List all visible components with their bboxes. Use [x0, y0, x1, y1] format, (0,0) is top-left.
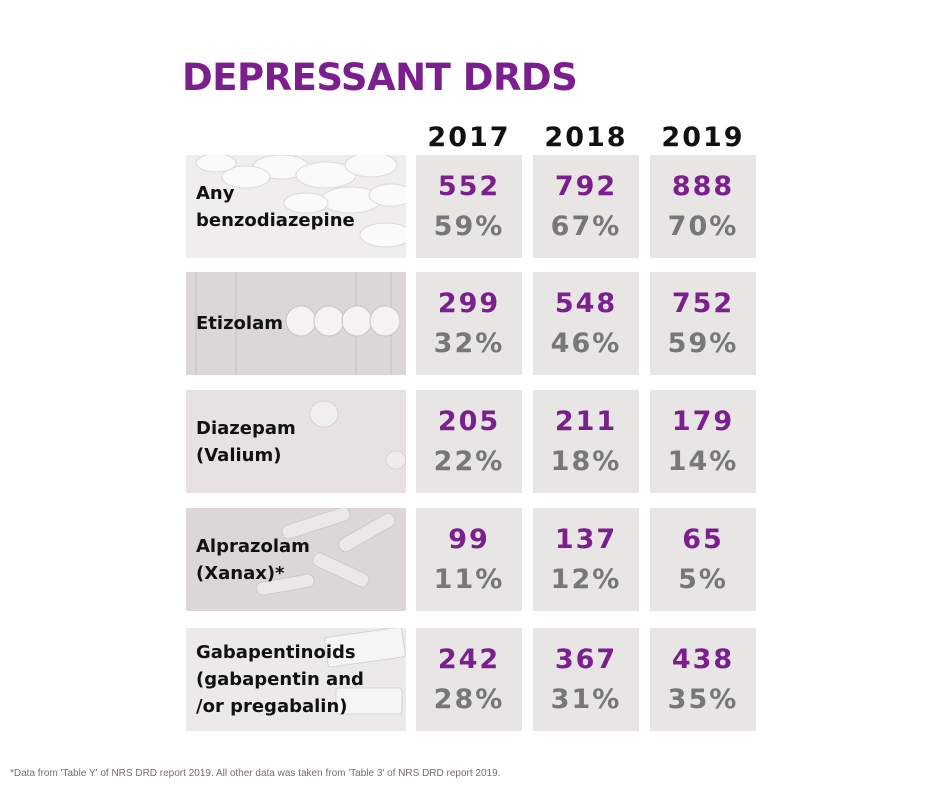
value-cell: 792 67%	[533, 155, 639, 258]
count-value: 205	[437, 405, 501, 437]
count-value: 438	[671, 643, 735, 675]
pills-image	[186, 628, 406, 731]
percent-value: 5%	[678, 563, 728, 595]
count-value: 888	[671, 170, 735, 202]
year-header-2018: 2018	[544, 122, 628, 153]
pills-image	[186, 390, 406, 493]
percent-value: 22%	[433, 445, 505, 477]
count-value: 299	[437, 287, 501, 319]
value-cell: 242 28%	[416, 628, 522, 731]
row-label: Alprazolam (Xanax)*	[196, 535, 310, 584]
row-image-cell: Any benzodiazepine	[186, 155, 406, 258]
pills-image	[186, 272, 406, 375]
count-value: 179	[671, 405, 735, 437]
percent-value: 67%	[550, 210, 622, 242]
value-cell: 65 5%	[650, 508, 756, 611]
chart-title: DEPRESSANT DRDS	[182, 56, 578, 99]
value-cell: 205 22%	[416, 390, 522, 493]
count-value: 752	[671, 287, 735, 319]
year-header-2019: 2019	[661, 122, 745, 153]
percent-value: 59%	[667, 327, 739, 359]
value-cell: 367 31%	[533, 628, 639, 731]
value-cell: 752 59%	[650, 272, 756, 375]
pills-image	[186, 155, 406, 258]
count-value: 242	[437, 643, 501, 675]
count-value: 792	[554, 170, 618, 202]
value-cell: 888 70%	[650, 155, 756, 258]
value-cell: 211 18%	[533, 390, 639, 493]
value-cell: 99 11%	[416, 508, 522, 611]
row-image-cell: Diazepam (Valium)	[186, 390, 406, 493]
percent-value: 12%	[550, 563, 622, 595]
percent-value: 18%	[550, 445, 622, 477]
year-header-2017: 2017	[427, 122, 511, 153]
pills-image	[186, 508, 406, 611]
percent-value: 70%	[667, 210, 739, 242]
percent-value: 35%	[667, 683, 739, 715]
percent-value: 31%	[550, 683, 622, 715]
percent-value: 14%	[667, 445, 739, 477]
row-image-cell: Gabapentinoids (gabapentin and /or prega…	[186, 628, 406, 731]
value-cell: 438 35%	[650, 628, 756, 731]
row-label: Any benzodiazepine	[196, 182, 355, 231]
row-label: Etizolam	[196, 313, 283, 334]
percent-value: 32%	[433, 327, 505, 359]
footnote: *Data from 'Table Y' of NRS DRD report 2…	[10, 768, 501, 779]
percent-value: 46%	[550, 327, 622, 359]
row-label: Gabapentinoids (gabapentin and /or prega…	[196, 642, 364, 717]
count-value: 552	[437, 170, 501, 202]
row-image-cell: Alprazolam (Xanax)*	[186, 508, 406, 611]
count-value: 65	[682, 523, 724, 555]
percent-value: 59%	[433, 210, 505, 242]
count-value: 548	[554, 287, 618, 319]
value-cell: 548 46%	[533, 272, 639, 375]
value-cell: 299 32%	[416, 272, 522, 375]
row-label: Diazepam (Valium)	[196, 417, 296, 466]
percent-value: 11%	[433, 563, 505, 595]
count-value: 137	[554, 523, 618, 555]
percent-value: 28%	[433, 683, 505, 715]
value-cell: 179 14%	[650, 390, 756, 493]
value-cell: 552 59%	[416, 155, 522, 258]
row-image-cell: Etizolam	[186, 272, 406, 375]
value-cell: 137 12%	[533, 508, 639, 611]
count-value: 367	[554, 643, 618, 675]
count-value: 211	[554, 405, 618, 437]
count-value: 99	[448, 523, 490, 555]
